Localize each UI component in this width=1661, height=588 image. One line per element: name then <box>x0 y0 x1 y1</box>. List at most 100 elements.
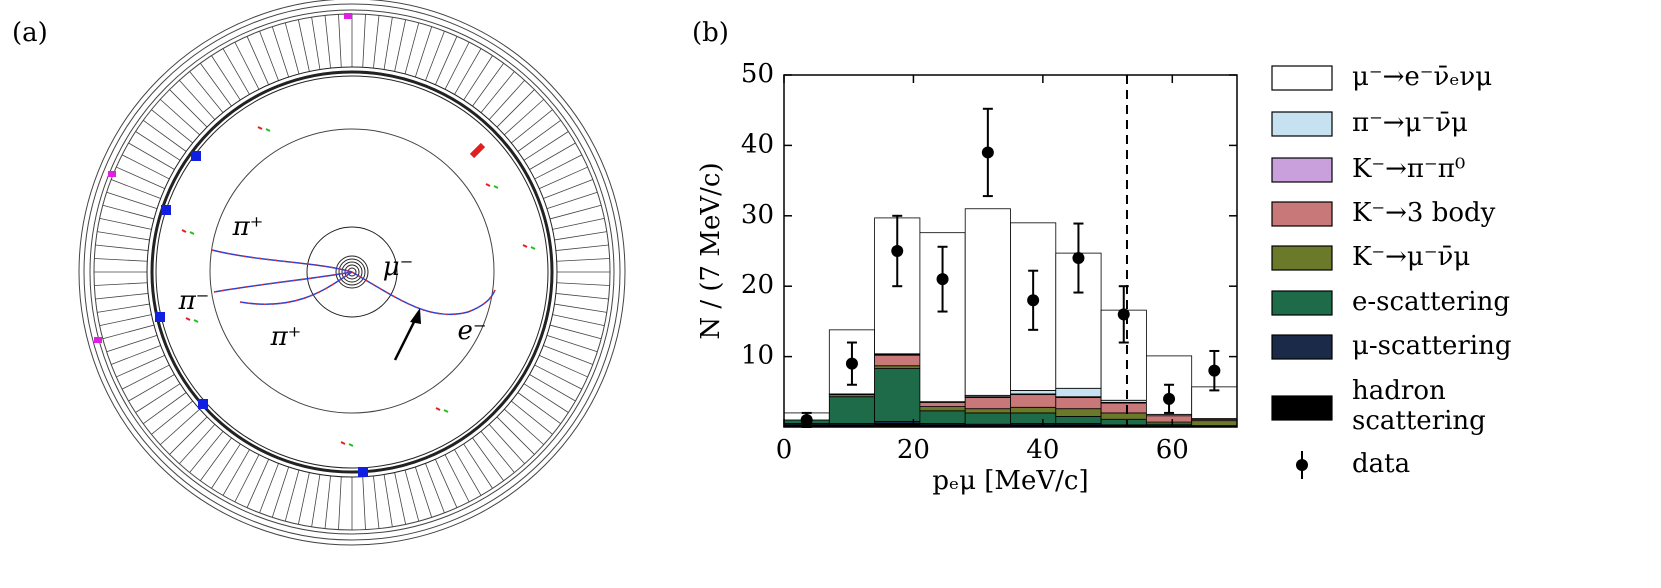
inner-chamber <box>306 226 398 318</box>
legend-swatch <box>1271 334 1333 360</box>
calorimeter-segment <box>454 48 482 95</box>
calorimeter-segment <box>99 217 152 230</box>
bar-segment <box>1055 397 1102 410</box>
calorimeter-segment <box>135 383 181 413</box>
legend-swatch <box>1271 290 1333 316</box>
calorimeter-segment <box>338 476 342 530</box>
hit <box>265 128 271 132</box>
calorimeter-segment <box>179 424 216 464</box>
legend-label: hadron scattering <box>1352 376 1486 436</box>
calorimeter-segment <box>297 472 310 525</box>
calorimeter-segment <box>555 244 609 251</box>
bar-segment <box>1191 420 1238 426</box>
calorimeter-segment <box>534 364 583 390</box>
bar-segment <box>828 396 875 424</box>
detector-ring <box>150 70 554 474</box>
calorimeter-segment <box>222 48 250 95</box>
hit <box>435 407 441 411</box>
calorimeter-segment <box>496 416 535 455</box>
track <box>351 271 496 316</box>
bar-segment <box>1010 406 1057 414</box>
calorimeter-segment <box>95 244 149 251</box>
panel-label: (a) <box>12 18 48 48</box>
hit <box>193 319 199 323</box>
data-point <box>845 357 858 370</box>
x-tick-label: 20 <box>897 435 930 465</box>
legend-swatch <box>1271 111 1333 137</box>
bar-segment <box>1010 394 1057 408</box>
track <box>211 249 353 273</box>
data-point <box>891 245 904 257</box>
calorimeter-segment <box>106 191 158 210</box>
hit <box>443 409 449 413</box>
calorimeter-segment <box>554 303 607 313</box>
bar-segment <box>874 365 921 369</box>
histogram: 0 20 40 60 10 20 30 40 50 pₑμ [MeV/c] N / (7 MeV/c… <box>696 59 1512 496</box>
hit <box>340 441 346 445</box>
calorimeter-segment <box>511 400 553 435</box>
calorimeter-segment <box>539 355 588 378</box>
bar-segment <box>1100 412 1147 420</box>
calorimeter-segment <box>362 14 366 68</box>
calorimeter-segment <box>116 166 165 189</box>
calorimeter-segment <box>222 449 250 496</box>
calorimeter-segment <box>259 463 279 514</box>
calorimeter-segment <box>271 466 290 518</box>
hit-block <box>198 399 208 409</box>
calorimeter-segment <box>110 345 161 365</box>
calorimeter-segment <box>414 466 433 518</box>
data-point <box>800 413 813 426</box>
calorimeter-segment <box>425 463 445 514</box>
arrow <box>393 317 418 361</box>
track-hits <box>239 271 353 305</box>
hit <box>185 317 191 321</box>
calorimeter-segment <box>169 416 208 455</box>
calorimeter-segment <box>259 30 279 81</box>
calorimeter-segment <box>504 408 544 445</box>
data-point <box>1027 294 1040 307</box>
legend-swatch <box>1271 65 1333 91</box>
legend-label: data <box>1352 449 1410 479</box>
data-point <box>1163 392 1176 405</box>
data-point <box>1208 364 1221 377</box>
legend-label: K⁻→π⁻π⁰ <box>1352 154 1465 184</box>
calorimeter-segment <box>189 71 224 113</box>
bar-segment <box>919 401 966 407</box>
calorimeter-segment <box>383 17 393 70</box>
calorimeter-segment <box>324 475 331 529</box>
hit-block <box>155 312 165 322</box>
legend-swatch <box>1271 157 1333 183</box>
calorimeter-segment <box>97 303 150 313</box>
bar-segment <box>919 410 966 424</box>
calorimeter-segment <box>128 142 175 170</box>
calorimeter-segment <box>549 204 602 220</box>
bar-segment <box>964 412 1011 425</box>
calorimeter-segment <box>517 392 561 424</box>
x-tick-label: 0 <box>776 435 793 465</box>
legend-label: e-scattering <box>1352 287 1510 317</box>
hit <box>522 244 528 248</box>
calorimeter-segment <box>435 36 458 85</box>
calorimeter-segment <box>271 26 290 78</box>
calorimeter-segment <box>463 55 493 101</box>
hit-block <box>469 142 486 159</box>
calorimeter-segment <box>200 437 232 481</box>
hit-block <box>344 13 352 19</box>
calorimeter-segment <box>504 99 544 136</box>
calorimeter-segment <box>523 383 569 413</box>
calorimeter-segment <box>373 15 380 69</box>
y-tick-label: 10 <box>741 341 774 371</box>
calorimeter-segment <box>552 217 605 230</box>
calorimeter-segment <box>554 231 607 241</box>
calorimeter-segment <box>404 469 420 522</box>
particle-label: π⁺ <box>232 212 264 242</box>
bar-segment <box>1055 387 1102 398</box>
calorimeter-segment <box>234 41 260 90</box>
calorimeter-segment <box>394 19 407 72</box>
calorimeter-segment <box>383 474 393 527</box>
calorimeter-segment <box>543 345 594 365</box>
hit <box>257 126 263 130</box>
calorimeter-segment <box>324 15 331 69</box>
calorimeter-segment <box>480 431 515 473</box>
calorimeter-segment <box>373 475 380 529</box>
